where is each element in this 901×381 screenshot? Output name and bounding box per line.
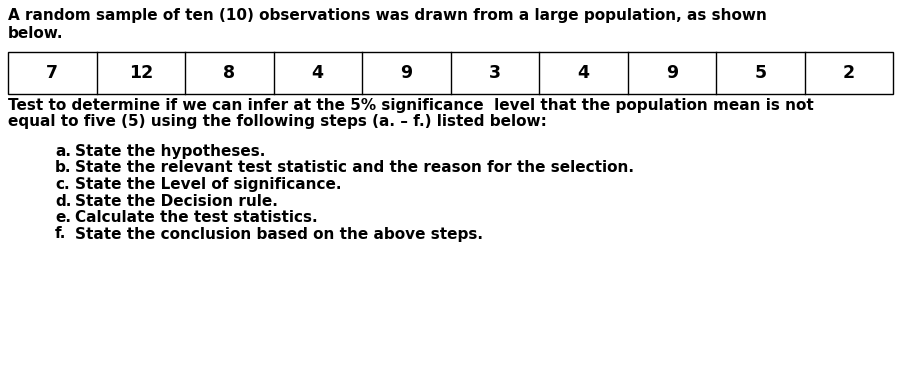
Text: d.: d.	[55, 194, 71, 208]
Text: f.: f.	[55, 226, 67, 242]
Text: State the Level of significance.: State the Level of significance.	[75, 177, 341, 192]
Text: 7: 7	[46, 64, 59, 82]
Text: 5: 5	[754, 64, 767, 82]
Text: equal to five (5) using the following steps (a. – f.) listed below:: equal to five (5) using the following st…	[8, 114, 547, 129]
Text: 4: 4	[578, 64, 589, 82]
Text: State the hypotheses.: State the hypotheses.	[75, 144, 266, 159]
Text: 4: 4	[312, 64, 323, 82]
Text: State the Decision rule.: State the Decision rule.	[75, 194, 278, 208]
Text: State the relevant test statistic and the reason for the selection.: State the relevant test statistic and th…	[75, 160, 634, 176]
Text: 3: 3	[488, 64, 501, 82]
Text: e.: e.	[55, 210, 71, 225]
Text: Calculate the test statistics.: Calculate the test statistics.	[75, 210, 318, 225]
Text: a.: a.	[55, 144, 71, 159]
Bar	[8, 52, 893, 94]
Text: 12: 12	[129, 64, 153, 82]
Text: below.: below.	[8, 26, 63, 41]
Text: c.: c.	[55, 177, 69, 192]
Text: 9: 9	[400, 64, 413, 82]
Text: 8: 8	[223, 64, 235, 82]
Text: A random sample of ten (10) observations was drawn from a large population, as s: A random sample of ten (10) observations…	[8, 8, 767, 23]
Text: Test to determine if we can infer at the 5% significance  level that the populat: Test to determine if we can infer at the…	[8, 98, 814, 113]
Text: 9: 9	[666, 64, 678, 82]
Text: 2: 2	[842, 64, 855, 82]
Text: State the conclusion based on the above steps.: State the conclusion based on the above …	[75, 226, 483, 242]
Text: b.: b.	[55, 160, 71, 176]
